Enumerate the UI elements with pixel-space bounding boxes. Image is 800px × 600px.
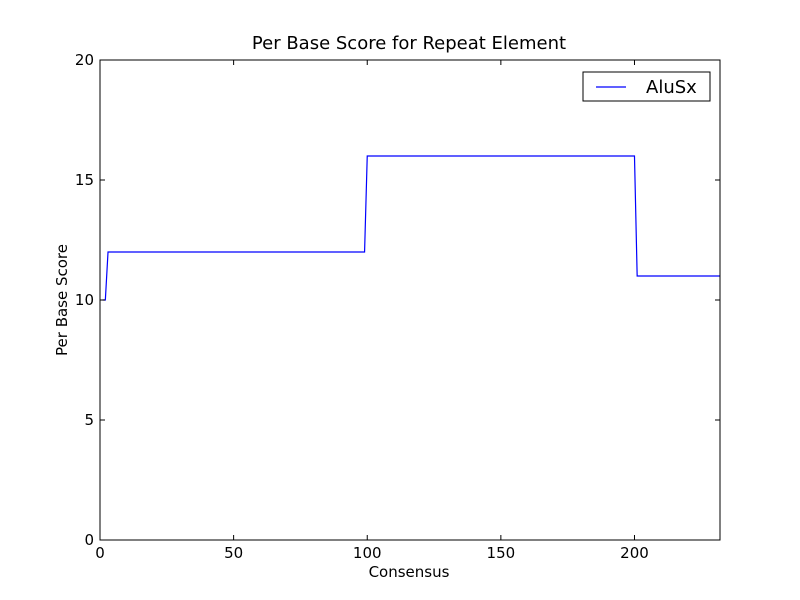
x-tick-label: 50 bbox=[224, 544, 243, 562]
x-tick-label: 100 bbox=[353, 544, 382, 562]
axis-ticks: 0 50 100 150 200 0 5 10 15 20 bbox=[75, 51, 720, 562]
y-tick-label: 20 bbox=[75, 51, 94, 69]
y-tick-label: 15 bbox=[75, 171, 94, 189]
chart-title: Per Base Score for Repeat Element bbox=[252, 33, 566, 54]
y-tick-label: 10 bbox=[75, 291, 94, 309]
plot-frame bbox=[99, 59, 721, 541]
y-axis-label: Per Base Score bbox=[53, 244, 71, 356]
series-line-0 bbox=[102, 155, 720, 301]
x-axis-label: Consensus bbox=[369, 563, 450, 581]
legend: AluSx bbox=[582, 71, 711, 102]
y-tick-label: 5 bbox=[84, 411, 94, 429]
plot-area bbox=[102, 155, 720, 301]
x-tick-label: 150 bbox=[487, 544, 516, 562]
legend-label-aluSx: AluSx bbox=[646, 77, 697, 98]
y-tick-label: 0 bbox=[84, 531, 94, 549]
x-tick-label: 0 bbox=[95, 544, 105, 562]
x-tick-label: 200 bbox=[620, 544, 649, 562]
